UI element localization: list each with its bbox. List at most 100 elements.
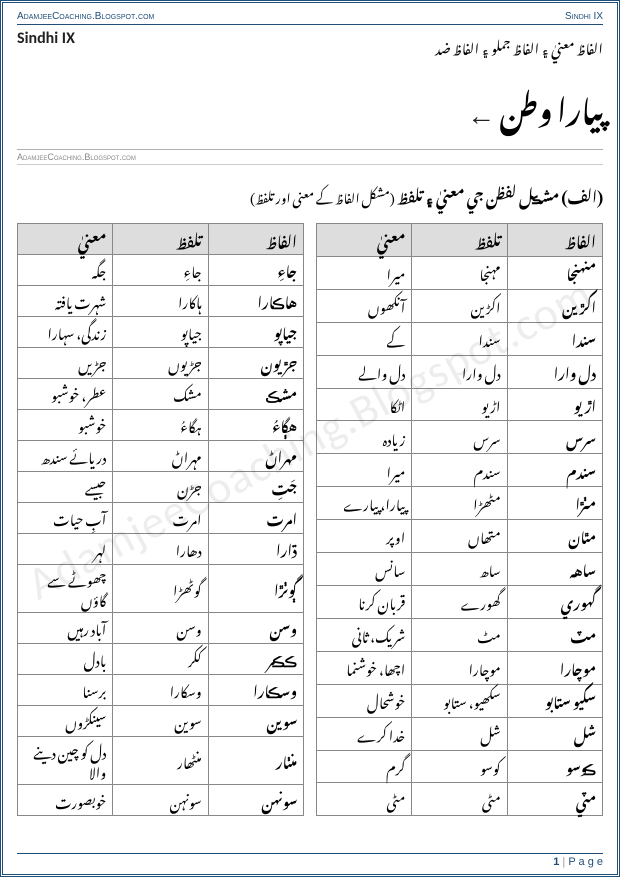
- cell-word: امرت: [208, 503, 303, 534]
- cell-meaning: دل کو چین دینے والا: [18, 737, 113, 785]
- subject-tag-right: Sindhi IX: [565, 11, 603, 22]
- urdu-subheader: الفاظ معنيٰ ۽ الفاظ جملو ۽ الفاظ ضد: [435, 29, 603, 64]
- table-row: مشڪمشکعطر، خوشبو: [18, 379, 304, 410]
- page-label: P a g e: [568, 856, 603, 868]
- table-row: گهوريگھورےقربان کرنا: [317, 585, 603, 618]
- cell-meaning: سانس: [317, 553, 412, 586]
- cell-word: اکڙين: [507, 289, 602, 322]
- cell-meaning: آنکھوں: [317, 289, 412, 322]
- cell-word: مٽي: [507, 783, 602, 816]
- cell-word: سوين: [208, 706, 303, 737]
- table-row: ڌارادھارالہر: [18, 534, 304, 565]
- table-row: موچاراموچارااچھا، خوشنما: [317, 651, 603, 684]
- cell-meaning: زیادہ: [317, 421, 412, 454]
- cell-meaning: آبِ حیات: [18, 503, 113, 534]
- col-word: الفاظ: [507, 224, 602, 257]
- cell-pron: منٹھار: [113, 737, 208, 785]
- cell-pron: سرس: [412, 421, 507, 454]
- cell-pron: متھاں: [412, 520, 507, 553]
- cell-meaning: عطر، خوشبو: [18, 379, 113, 410]
- table-row: ڪڪرککربادل: [18, 644, 304, 675]
- table-row: سرسسرسزیادہ: [317, 421, 603, 454]
- table-row: اکڙيناکڑینآنکھوں: [317, 289, 603, 322]
- cell-pron: اکڑین: [412, 289, 507, 322]
- cell-word: مٽ: [507, 618, 602, 651]
- cell-meaning: سینکڑوں: [18, 706, 113, 737]
- table-row: سونهنسونہنخوبصورت: [18, 785, 304, 816]
- cell-meaning: اٹکا: [317, 388, 412, 421]
- table-row: ساههساھسانس: [317, 553, 603, 586]
- cell-word: ڌارا: [208, 534, 303, 565]
- table-row: دل وارادل وارادل والے: [317, 355, 603, 388]
- cell-word: اڙيو: [507, 388, 602, 421]
- col-meaning: معنيٰ: [18, 224, 113, 255]
- cell-word: جَتِ: [208, 472, 303, 503]
- cell-meaning: جڑیں: [18, 348, 113, 379]
- chapter-title-row: پيارا وطن ←: [17, 68, 603, 150]
- table-row: ڳوٺڙاگوٹھڑاچھوٹے سے گاؤں: [18, 565, 304, 613]
- cell-meaning: گرم: [317, 750, 412, 783]
- cell-word: جڙيون: [208, 348, 303, 379]
- cell-pron: دل وارا: [412, 355, 507, 388]
- table-row: مٺڙامٹھڑاپیارا، پیارے: [317, 487, 603, 520]
- cell-word: مٺڙا: [507, 487, 602, 520]
- cell-meaning: خوشبو: [18, 410, 113, 441]
- vocab-table-right: الفاظتلفظمعنيٰمنهنجامہنجامیرااکڙيناکڑینآ…: [316, 223, 603, 816]
- cell-meaning: قربان کرنا: [317, 585, 412, 618]
- arrow-icon: ←: [467, 100, 495, 131]
- cell-pron: کوسو: [412, 750, 507, 783]
- table-row: منٺارمنٹھاردل کو چین دینے والا: [18, 737, 304, 785]
- table-row: شلشلخدا کرے: [317, 717, 603, 750]
- cell-pron: ککر: [113, 644, 208, 675]
- cell-meaning: آباد رہیں: [18, 613, 113, 644]
- cell-pron: وسکارا: [113, 675, 208, 706]
- cell-meaning: خوبصورت: [18, 785, 113, 816]
- cell-word: هڳاءُ: [208, 410, 303, 441]
- table-row: هڳاءُہگاءُخوشبو: [18, 410, 304, 441]
- cell-pron: گھورے: [412, 585, 507, 618]
- site-url-left: AdamjeeCoaching.Blogspot.com: [17, 11, 154, 22]
- vocab-table-left: الفاظتلفظمعنيٰجاءِجاءِجگہهاڪاراہاکاراشہر…: [17, 223, 304, 816]
- table-row: جڙيونجڑیوںجڑیں: [18, 348, 304, 379]
- cell-meaning: شہرت یافتہ: [18, 286, 113, 317]
- table-row: سنداسنداکے: [317, 322, 603, 355]
- cell-word: جاءِ: [208, 255, 303, 286]
- cell-meaning: شریک، ثانی: [317, 618, 412, 651]
- cell-pron: مٹھڑا: [412, 487, 507, 520]
- cell-meaning: کے: [317, 322, 412, 355]
- cell-meaning: پیارا، پیارے: [317, 487, 412, 520]
- cell-word: موچارا: [507, 651, 602, 684]
- cell-pron: جڑن: [113, 472, 208, 503]
- section-heading-paren: (مشکل الفاظ کے معنی اور تلفظ): [250, 179, 395, 212]
- cell-meaning: خوشحال: [317, 684, 412, 717]
- cell-pron: مہراڻ: [113, 441, 208, 472]
- cell-pron: موچارا: [412, 651, 507, 684]
- cell-word: ڪڪر: [208, 644, 303, 675]
- cell-meaning: زندگی، سہارا: [18, 317, 113, 348]
- cell-pron: جڑیوں: [113, 348, 208, 379]
- cell-pron: جیاپو: [113, 317, 208, 348]
- cell-meaning: دل والے: [317, 355, 412, 388]
- cell-pron: سوین: [113, 706, 208, 737]
- cell-pron: وسن: [113, 613, 208, 644]
- cell-word: سکيو ستابو: [507, 684, 602, 717]
- cell-word: دل وارا: [507, 355, 602, 388]
- col-meaning: معنيٰ: [317, 224, 412, 257]
- cell-word: سرس: [507, 421, 602, 454]
- table-row: جَتِجڑنجیسے: [18, 472, 304, 503]
- cell-word: منٺار: [208, 737, 303, 785]
- cell-pron: مٹی: [412, 783, 507, 816]
- cell-meaning: اچھا، خوشنما: [317, 651, 412, 684]
- table-row: وسڪاراوسکارابرسنا: [18, 675, 304, 706]
- table-row: هاڪاراہاکاراشہرت یافتہ: [18, 286, 304, 317]
- cell-word: وسڪارا: [208, 675, 303, 706]
- cell-meaning: بادل: [18, 644, 113, 675]
- cell-word: سندا: [507, 322, 602, 355]
- cell-pron: ہاکارا: [113, 286, 208, 317]
- cell-meaning: خدا کرے: [317, 717, 412, 750]
- cell-pron: شل: [412, 717, 507, 750]
- cell-meaning: چھوٹے سے گاؤں: [18, 565, 113, 613]
- table-row: مهراڻمہراڻدریائے سندھ: [18, 441, 304, 472]
- cell-pron: سندم: [412, 454, 507, 487]
- cell-pron: جاءِ: [113, 255, 208, 286]
